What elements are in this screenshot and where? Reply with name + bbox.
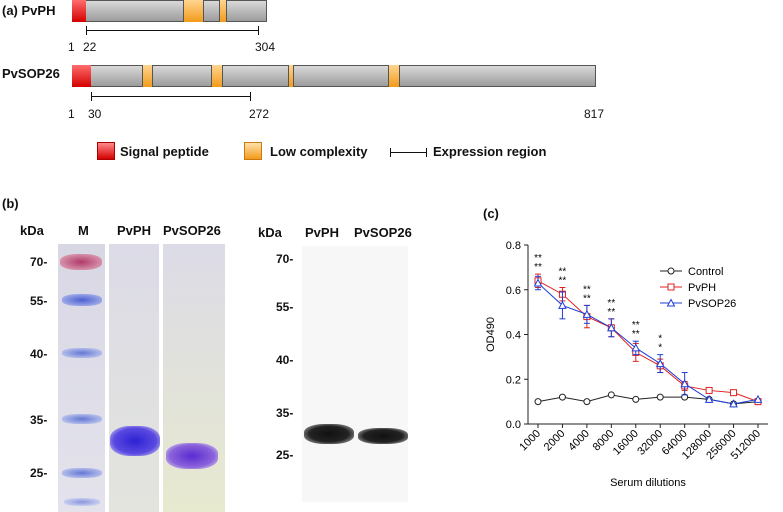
pvph-start: 1	[68, 40, 75, 54]
wb-lane-pvsop26: PvSOP26	[354, 225, 412, 240]
legend-signal-peptide: Signal peptide	[120, 144, 209, 159]
panel-b-label: (b)	[2, 196, 19, 211]
y-tick-label: 0.4	[506, 330, 521, 342]
y-tick-label: 0.8	[506, 240, 521, 252]
pvsop26-label: PvSOP26	[2, 66, 60, 81]
legend-expression-region: Expression region	[433, 144, 547, 159]
pvsop26-low-complexity-1	[142, 65, 153, 87]
x-tick-label: 32000	[635, 428, 665, 458]
marker-band-70	[60, 254, 102, 270]
significance-marker: **	[534, 262, 542, 273]
data-point-pvsop26	[655, 359, 665, 368]
pvph-expr-start: 22	[83, 40, 97, 54]
data-point-pvsop26	[729, 399, 738, 408]
pvsop26-low-complexity-3	[288, 65, 294, 87]
data-point-control	[607, 391, 615, 399]
sds-gel-pvsop26-lane	[163, 244, 225, 512]
pvph-low-complexity-1	[183, 0, 204, 22]
data-point-control	[558, 393, 566, 401]
legend-low-complexity: Low complexity	[270, 144, 368, 159]
pvsop26-low-complexity-4	[388, 65, 400, 87]
western-blot-membrane	[302, 246, 408, 502]
data-point-pvph	[705, 386, 713, 394]
data-point-pvsop26	[753, 394, 763, 403]
significance-marker: *	[658, 334, 662, 345]
data-point-pvsop26	[582, 309, 592, 318]
pvph-signal-peptide	[72, 0, 86, 22]
pvsop26-expression-region	[91, 96, 250, 97]
significance-marker: **	[559, 276, 567, 287]
marker-band-55	[62, 294, 102, 306]
marker-band-low	[64, 498, 100, 506]
data-point-control	[656, 393, 664, 401]
x-tick-label: 2000	[542, 428, 568, 454]
legend-marker	[667, 283, 675, 291]
significance-marker: **	[607, 307, 615, 318]
marker-band-25	[62, 468, 102, 478]
signal-peptide-swatch	[97, 142, 115, 160]
data-point-pvph	[730, 389, 738, 397]
low-complexity-swatch	[244, 142, 262, 160]
data-point-control	[583, 398, 591, 406]
significance-marker: **	[607, 298, 615, 309]
panel-c-label: (c)	[483, 206, 499, 221]
data-point-pvsop26	[558, 300, 567, 309]
significance-marker: **	[559, 267, 567, 278]
x-tick-label: 1000	[517, 428, 543, 454]
y-tick-label: 0.6	[506, 285, 521, 297]
legend-entry: PvPH	[688, 282, 716, 294]
series-line-pvph	[537, 280, 759, 403]
marker-band-40	[62, 348, 102, 358]
panel-a-label: (a) PvPH	[2, 3, 56, 18]
significance-marker: **	[583, 284, 591, 295]
sds-lane-pvsop26: PvSOP26	[163, 223, 221, 238]
sds-gel-marker-lane	[58, 244, 105, 512]
legend-marker	[667, 267, 675, 275]
legend-marker	[666, 298, 676, 307]
y-tick-label: 0.0	[506, 419, 521, 431]
significance-marker: **	[632, 320, 640, 331]
pvsop26-low-complexity-2	[211, 65, 223, 87]
sds-band-pvph	[110, 426, 160, 456]
pvph-expr-end: 304	[255, 40, 276, 54]
significance-marker: *	[658, 343, 662, 354]
x-tick-label: 4000	[566, 428, 592, 454]
significance-marker: **	[632, 329, 640, 340]
wb-lane-pvph: PvPH	[305, 225, 339, 240]
sds-kda-label: kDa	[20, 223, 44, 238]
series-line-pvsop26	[537, 282, 759, 405]
wb-band-pvsop26	[358, 428, 408, 444]
x-axis-label: Serum dilutions	[610, 477, 686, 489]
sds-band-pvsop26	[166, 443, 218, 469]
marker-band-35	[62, 414, 102, 424]
significance-marker: **	[534, 253, 542, 264]
legend-expression-line	[390, 152, 426, 153]
y-tick-label: 0.2	[506, 374, 521, 386]
wb-kda-label: kDa	[258, 225, 282, 240]
x-tick-label: 16000	[611, 428, 641, 458]
marker-lane-label: M	[78, 223, 89, 238]
data-point-control	[534, 398, 542, 406]
data-point-pvsop26	[533, 278, 543, 287]
y-axis-label: OD490	[485, 317, 497, 352]
elisa-line-chart: 0.00.20.40.60.8OD49010002000400080001600…	[485, 240, 768, 489]
sds-gel-pvph-lane	[109, 244, 159, 512]
pvsop26-signal-peptide	[72, 65, 91, 87]
data-point-pvsop26	[631, 343, 641, 352]
data-point-control	[632, 395, 640, 403]
pvph-low-complexity-2	[219, 0, 227, 22]
data-point-pvsop26	[606, 323, 616, 332]
pvph-domain-bar	[72, 0, 267, 22]
data-point-pvsop26	[704, 394, 714, 403]
sds-lane-pvph: PvPH	[117, 223, 151, 238]
significance-marker: **	[583, 293, 591, 304]
pvph-expression-region	[86, 30, 258, 31]
wb-band-pvph	[304, 424, 354, 444]
legend-entry: Control	[688, 266, 723, 278]
data-point-pvsop26	[680, 379, 690, 388]
legend-entry: PvSOP26	[688, 298, 736, 310]
